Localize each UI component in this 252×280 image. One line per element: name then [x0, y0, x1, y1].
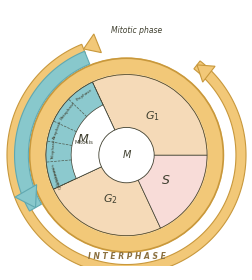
Text: Cytokinesis: Cytokinesis: [51, 162, 61, 186]
Text: Cytokinesis: Cytokinesis: [51, 166, 62, 190]
Wedge shape: [46, 82, 126, 189]
Wedge shape: [71, 105, 126, 178]
Circle shape: [29, 58, 223, 252]
Text: Mitosis: Mitosis: [75, 140, 93, 145]
Text: $G_2$: $G_2$: [103, 192, 117, 206]
Text: $G_1$: $G_1$: [144, 109, 159, 123]
Polygon shape: [83, 34, 101, 53]
Text: Mitotic phase: Mitotic phase: [110, 26, 162, 35]
Wedge shape: [126, 155, 206, 228]
Polygon shape: [15, 185, 37, 208]
Circle shape: [46, 74, 206, 235]
Text: Anaphase: Anaphase: [52, 120, 63, 140]
Text: M: M: [122, 150, 130, 160]
Text: I N T E R P H A S E: I N T E R P H A S E: [87, 252, 165, 261]
Polygon shape: [7, 44, 245, 275]
Wedge shape: [92, 74, 206, 155]
Text: Telophase: Telophase: [51, 140, 56, 160]
Text: Prophase: Prophase: [75, 88, 93, 102]
Text: S: S: [161, 174, 169, 187]
Polygon shape: [14, 51, 89, 211]
Wedge shape: [53, 155, 160, 235]
Polygon shape: [196, 65, 214, 82]
Text: Metaphase: Metaphase: [60, 101, 76, 121]
Circle shape: [99, 127, 153, 183]
Wedge shape: [46, 82, 126, 189]
Text: M: M: [77, 133, 88, 146]
